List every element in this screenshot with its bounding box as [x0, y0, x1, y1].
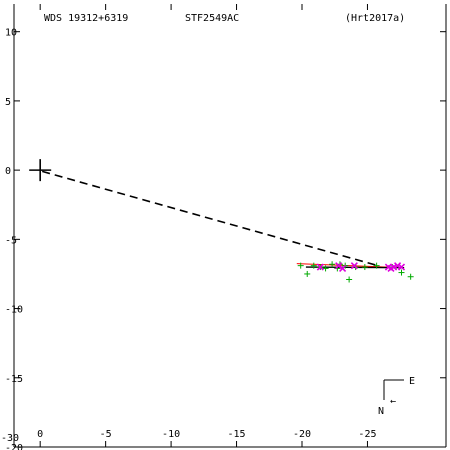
- magenta-x-point: [350, 262, 358, 270]
- compass-north-label: N: [378, 406, 384, 417]
- y-tick-label: -20: [5, 443, 23, 450]
- y-tick-label: 0: [5, 166, 11, 177]
- x-tick-label: 0: [37, 429, 43, 440]
- green-plus-point: [398, 269, 405, 276]
- y-tick-label: -5: [5, 235, 17, 246]
- green-plus-point: [322, 265, 329, 272]
- magenta-x-point: [393, 262, 402, 270]
- primary-star-marker: [29, 159, 52, 182]
- green-plus-point: [361, 264, 368, 271]
- compass-arrow-icon: ←: [390, 396, 396, 407]
- x-tick-label: -20: [293, 429, 311, 440]
- dashed-connector: [39, 170, 376, 266]
- x-tick-label: -15: [228, 429, 246, 440]
- x-tick-label: -10: [162, 429, 180, 440]
- magenta-x-point: [339, 264, 347, 272]
- magenta-x-point: [316, 263, 324, 271]
- magenta-x-b: [335, 262, 343, 270]
- wds-label: WDS 19312+6319: [44, 13, 128, 24]
- y-tick-label: -10: [5, 305, 23, 316]
- green-plus-point: [304, 270, 311, 277]
- green-plus-point: [310, 262, 317, 269]
- green-plus-point: [373, 262, 380, 269]
- magenta-x-b: [393, 262, 402, 270]
- compass-east-label: E: [409, 376, 415, 387]
- discoverer-label: STF2549AC: [185, 13, 239, 24]
- magenta-x-point: [335, 262, 343, 270]
- plot-frame: [13, 4, 447, 448]
- magenta-x-b: [397, 263, 406, 271]
- magenta-x-b: [316, 263, 324, 271]
- magenta-x-b: [350, 262, 358, 270]
- magenta-x-b: [384, 263, 392, 271]
- bottom-left-label: -30: [1, 433, 19, 444]
- magenta-x-b: [339, 264, 347, 272]
- x-tick-label: -5: [100, 429, 112, 440]
- compass: E N ←: [378, 376, 415, 417]
- magenta-x-point: [384, 263, 392, 271]
- green-plus-point: [297, 262, 304, 269]
- reference-label: (Hrt2017a): [345, 13, 405, 24]
- dashed-connector-line: [39, 170, 376, 266]
- y-tick-label: -15: [5, 374, 23, 385]
- data-points: [297, 261, 414, 283]
- y-tick-label: 10: [5, 28, 17, 39]
- axis-tick-labels: 0 -5 -10 -15 -20 -25 10 5 0 -5 -10 -15 -20: [5, 28, 376, 450]
- green-plus-point: [329, 261, 336, 268]
- magenta-x-b: [387, 264, 395, 272]
- green-plus-point: [407, 273, 414, 280]
- magenta-x-point: [397, 263, 406, 271]
- y-tick-label: 5: [5, 97, 11, 108]
- x-tick-label: -25: [358, 429, 376, 440]
- axis-ticks: [14, 4, 446, 448]
- green-plus-point: [346, 276, 353, 283]
